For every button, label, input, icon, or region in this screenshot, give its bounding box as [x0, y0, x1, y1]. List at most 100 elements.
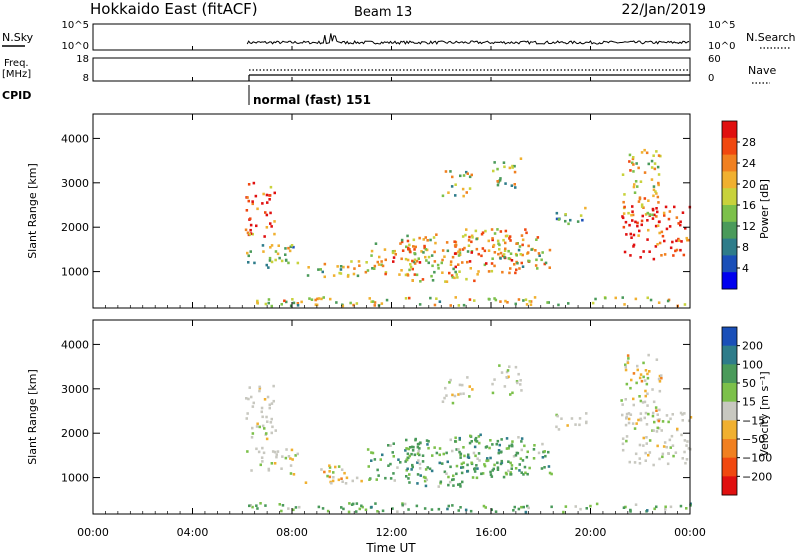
- echo-cell: [270, 225, 273, 228]
- echo-cell: [652, 185, 656, 188]
- echo-cell: [271, 450, 275, 453]
- echo-cell: [667, 420, 670, 424]
- power-colorbar: 28 24 20 16 12 8 4: [721, 120, 756, 290]
- echo-cell: [392, 442, 395, 445]
- echo-cell: [500, 459, 503, 463]
- echo-cell: [483, 463, 486, 466]
- echo-cell: [660, 374, 663, 377]
- echo-cell: [632, 233, 636, 237]
- echo-cell: [521, 243, 524, 247]
- colorbar-tick-label: 16: [742, 199, 756, 212]
- echo-cell: [449, 438, 452, 442]
- echo-cell: [426, 443, 429, 446]
- echo-cell: [627, 421, 631, 425]
- echo-cell: [265, 437, 269, 441]
- echo-cell: [489, 470, 492, 474]
- echo-cell: [604, 296, 607, 300]
- echo-cell: [454, 270, 457, 274]
- echo-cell: [408, 481, 411, 484]
- echo-cell: [418, 462, 422, 466]
- echo-cell: [660, 376, 663, 380]
- echo-cell: [651, 388, 654, 391]
- echo-cell: [245, 417, 248, 420]
- echo-cell: [357, 260, 361, 263]
- echo-cell: [579, 214, 583, 217]
- echo-cell: [490, 262, 494, 265]
- echo-cell: [653, 213, 656, 217]
- echo-cell: [675, 216, 679, 219]
- echo-cell: [459, 452, 463, 456]
- echo-cell: [411, 279, 414, 282]
- colorbar-swatch: [722, 154, 737, 172]
- echo-cell: [296, 452, 299, 456]
- echo-cell: [644, 389, 647, 393]
- echo-cell: [384, 272, 387, 276]
- echo-cell: [400, 269, 403, 272]
- echo-cell: [663, 239, 666, 243]
- echo-cell: [451, 393, 454, 397]
- echo-cell: [310, 298, 314, 301]
- echo-cell: [566, 424, 569, 427]
- colorbar-swatch: [722, 345, 737, 365]
- colorbar-tick-label: −15: [742, 414, 765, 427]
- echo-cell: [631, 205, 634, 208]
- echo-cell: [423, 246, 426, 250]
- echo-cell: [679, 504, 683, 508]
- echo-cell: [326, 509, 330, 513]
- echo-cell: [451, 449, 454, 453]
- echo-cell: [511, 444, 514, 448]
- echo-cell: [477, 270, 480, 273]
- echo-cell: [413, 262, 417, 265]
- echo-cell: [414, 438, 417, 442]
- echo-cell: [620, 399, 623, 402]
- echo-cell: [298, 505, 301, 509]
- echo-cell: [646, 238, 649, 241]
- echo-cell: [652, 188, 656, 192]
- echo-cell: [467, 453, 470, 457]
- echo-cell: [511, 166, 514, 169]
- echo-cell: [294, 454, 297, 457]
- echo-cell: [458, 251, 462, 254]
- echo-cell: [269, 211, 272, 215]
- echo-cell: [384, 258, 387, 262]
- echo-cell: [470, 240, 473, 244]
- echo-cell: [394, 253, 397, 256]
- echo-cell: [517, 372, 520, 376]
- echo-cell: [574, 423, 577, 426]
- echo-cell: [654, 406, 658, 409]
- echo-cell: [385, 298, 389, 302]
- echo-cell: [631, 161, 634, 165]
- echo-cell: [654, 190, 657, 193]
- echo-cell: [415, 273, 419, 277]
- echo-cell: [287, 246, 290, 250]
- colorbar-swatch: [722, 205, 737, 223]
- echo-cell: [407, 247, 410, 251]
- time-axis-label: Time UT: [365, 541, 416, 554]
- echo-cell: [472, 451, 476, 455]
- echo-cell: [462, 303, 466, 307]
- echo-cell: [640, 203, 644, 206]
- echo-cell: [452, 484, 455, 487]
- echo-cell: [389, 444, 392, 447]
- echo-cell: [421, 278, 425, 281]
- echo-cell: [584, 206, 587, 210]
- echo-cell: [396, 510, 399, 513]
- echo-cell: [323, 275, 326, 279]
- echo-cell: [264, 504, 267, 507]
- echo-cell: [457, 448, 460, 451]
- echo-cell: [287, 507, 290, 510]
- colorbar-swatch: [722, 121, 737, 139]
- echo-cell: [431, 454, 434, 457]
- echo-cell: [461, 235, 465, 238]
- echo-cell: [499, 462, 503, 466]
- echo-cell: [473, 470, 477, 473]
- echo-cell: [471, 476, 475, 479]
- echo-cell: [647, 353, 650, 357]
- echo-cell: [281, 455, 284, 458]
- freq-label-bottom: [MHz]: [2, 69, 31, 80]
- echo-cell: [648, 250, 651, 253]
- echo-cell: [491, 237, 494, 240]
- echo-cell: [267, 266, 270, 269]
- echo-cell: [443, 396, 446, 400]
- echo-cell: [457, 393, 460, 396]
